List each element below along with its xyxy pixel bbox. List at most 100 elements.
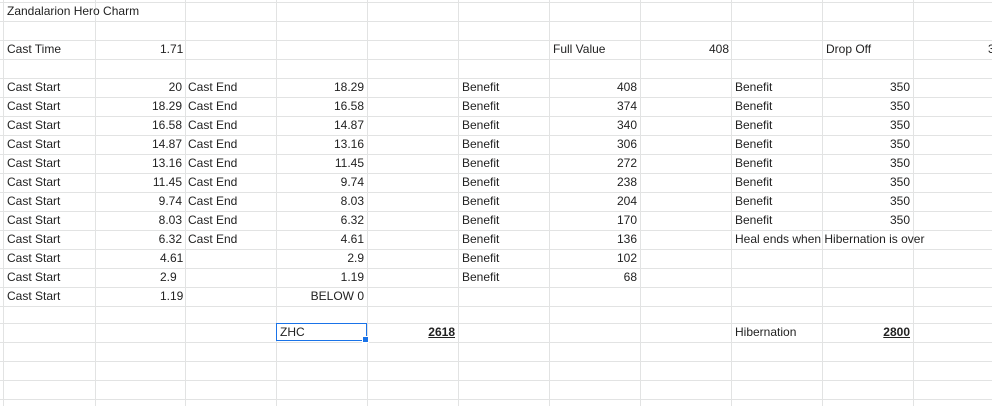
drop-benefit-value[interactable]: 350 (889, 118, 910, 132)
cast-end-value[interactable]: 13.16 (333, 137, 364, 151)
zhc-label[interactable]: ZHC (280, 325, 305, 339)
cast-end-value[interactable]: 4.61 (340, 232, 364, 246)
drop-off-label[interactable]: Drop Off (826, 42, 872, 56)
drop-benefit-value[interactable]: 350 (889, 156, 910, 170)
drop-benefit-value[interactable]: 350 (889, 80, 910, 94)
cast-end-label[interactable]: Cast End (188, 99, 238, 113)
benefit-label[interactable]: Benefit (462, 99, 500, 113)
cast-start-label[interactable]: Cast Start (7, 156, 61, 170)
benefit-value[interactable]: 68 (623, 270, 637, 284)
cast-start-value[interactable]: 18.29 (151, 99, 182, 113)
cast-end-value[interactable]: 14.87 (333, 118, 364, 132)
cast-start-label[interactable]: Cast Start (7, 99, 61, 113)
cast-start-value[interactable]: 11.45 (152, 175, 182, 189)
cast-start-value[interactable]: 6.32 (158, 232, 182, 246)
cast-end-label[interactable]: Cast End (188, 80, 238, 94)
full-value-label[interactable]: Full Value (553, 42, 606, 56)
cast-end-value[interactable]: 6.32 (340, 213, 364, 227)
drop-benefit-value[interactable]: 350 (889, 99, 910, 113)
cast-time-label[interactable]: Cast Time (7, 42, 62, 56)
benefit-value[interactable]: 204 (616, 194, 637, 208)
cast-end-label[interactable]: Cast End (188, 137, 238, 151)
gridline (0, 173, 992, 174)
benefit-label[interactable]: Benefit (462, 156, 500, 170)
drop-benefit-label[interactable]: Benefit (735, 194, 773, 208)
cast-end-value[interactable]: 1.19 (340, 270, 364, 284)
cast-end-label[interactable]: Cast End (188, 175, 238, 189)
benefit-label[interactable]: Benefit (462, 251, 500, 265)
drop-benefit-value[interactable]: 350 (889, 175, 910, 189)
benefit-label[interactable]: Benefit (462, 213, 500, 227)
benefit-label[interactable]: Benefit (462, 175, 500, 189)
drop-benefit-value[interactable]: 350 (889, 194, 910, 208)
cast-start-label[interactable]: Cast Start (7, 289, 61, 303)
cast-start-value[interactable]: 8.03 (158, 213, 182, 227)
cast-start-label[interactable]: Cast Start (7, 80, 61, 94)
cast-start-label[interactable]: Cast Start (7, 137, 61, 151)
benefit-label[interactable]: Benefit (462, 80, 500, 94)
benefit-value[interactable]: 170 (616, 213, 637, 227)
benefit-value[interactable]: 340 (616, 118, 637, 132)
drop-benefit-label[interactable]: Benefit (735, 156, 773, 170)
cast-start-label[interactable]: Cast Start (7, 270, 61, 284)
benefit-label[interactable]: Benefit (462, 270, 500, 284)
drop-benefit-label[interactable]: Benefit (735, 80, 773, 94)
drop-benefit-value[interactable]: 350 (889, 137, 910, 151)
cast-start-label[interactable]: Cast Start (7, 232, 61, 246)
benefit-label[interactable]: Benefit (462, 137, 500, 151)
benefit-value[interactable]: 374 (616, 99, 637, 113)
cast-start-label[interactable]: Cast Start (7, 175, 61, 189)
cast-start-label[interactable]: Cast Start (7, 213, 61, 227)
cast-end-label[interactable]: Cast End (188, 118, 238, 132)
cast-start-label[interactable]: Cast Start (7, 194, 61, 208)
zhc-total[interactable]: 2618 (428, 325, 455, 339)
cast-end-value[interactable]: 8.03 (340, 194, 364, 208)
benefit-label[interactable]: Benefit (462, 194, 500, 208)
gridline (0, 78, 992, 79)
cast-end-label[interactable]: Cast End (188, 194, 238, 208)
fill-handle[interactable] (362, 336, 369, 343)
drop-benefit-label[interactable]: Benefit (735, 137, 773, 151)
cast-end-value[interactable]: 18.29 (333, 80, 364, 94)
cast-start-label[interactable]: Cast Start (7, 251, 61, 265)
benefit-value[interactable]: 136 (616, 232, 637, 246)
drop-benefit-label[interactable]: Benefit (735, 99, 773, 113)
cast-end-label[interactable]: Cast End (188, 232, 238, 246)
drop-benefit-value[interactable]: 350 (889, 213, 910, 227)
benefit-label[interactable]: Benefit (462, 118, 500, 132)
cast-end-value[interactable]: BELOW 0 (310, 289, 364, 303)
cast-start-value[interactable]: 1.19 (160, 289, 184, 303)
cast-end-value[interactable]: 2.9 (347, 251, 364, 265)
hibernation-total[interactable]: 2800 (883, 325, 910, 339)
drop-benefit-label[interactable]: Benefit (735, 175, 773, 189)
drop-benefit-label[interactable]: Benefit (735, 213, 773, 227)
cast-end-value[interactable]: 11.45 (334, 156, 364, 170)
drop-off-overflow[interactable]: 3 (988, 42, 992, 56)
cast-end-value[interactable]: 9.74 (340, 175, 364, 189)
cast-start-value[interactable]: 9.74 (158, 194, 182, 208)
cast-time-value[interactable]: 1.71 (160, 42, 184, 56)
benefit-value[interactable]: 306 (616, 137, 637, 151)
heal-ends-note[interactable]: Heal ends when Hibernation is over (735, 232, 925, 246)
cast-start-value[interactable]: 20 (168, 80, 182, 94)
cast-start-value[interactable]: 13.16 (151, 156, 182, 170)
sheet-title[interactable]: Zandalarion Hero Charm (7, 4, 140, 18)
cast-start-label[interactable]: Cast Start (7, 118, 61, 132)
drop-benefit-label[interactable]: Benefit (735, 118, 773, 132)
cast-end-value[interactable]: 16.58 (333, 99, 364, 113)
benefit-label[interactable]: Benefit (462, 232, 500, 246)
selected-cell[interactable] (276, 323, 369, 343)
benefit-value[interactable]: 102 (616, 251, 637, 265)
benefit-value[interactable]: 408 (616, 80, 637, 94)
benefit-value[interactable]: 238 (616, 175, 637, 189)
cast-start-value[interactable]: 14.87 (151, 137, 182, 151)
benefit-value[interactable]: 272 (616, 156, 637, 170)
cast-start-value[interactable]: 2.9 (160, 270, 177, 284)
full-value-value[interactable]: 408 (708, 42, 729, 56)
cast-end-label[interactable]: Cast End (188, 156, 238, 170)
hibernation-label[interactable]: Hibernation (735, 325, 797, 339)
cast-end-label[interactable]: Cast End (188, 213, 238, 227)
cast-start-value[interactable]: 4.61 (160, 251, 184, 265)
cast-start-value[interactable]: 16.58 (151, 118, 182, 132)
